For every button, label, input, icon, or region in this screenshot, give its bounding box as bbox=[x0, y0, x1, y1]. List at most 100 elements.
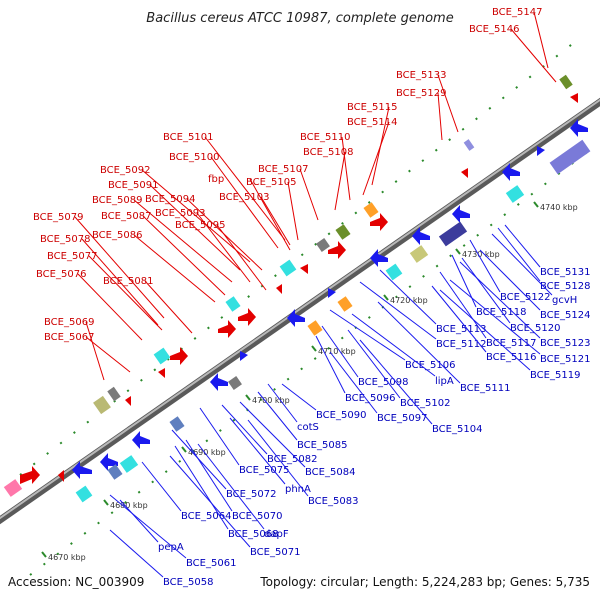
feature-block[interactable] bbox=[228, 376, 242, 390]
gene-label-bottom[interactable]: gcvH bbox=[552, 295, 577, 306]
feature-block[interactable] bbox=[93, 395, 111, 415]
gene-label-top[interactable]: BCE_5115 bbox=[347, 102, 397, 113]
gene-label-bottom[interactable]: BCE_5128 bbox=[540, 281, 590, 292]
forward-gene-arrow[interactable] bbox=[170, 347, 188, 365]
gene-label-bottom[interactable]: BCE_5123 bbox=[540, 338, 590, 349]
gene-label-top[interactable]: BCE_5133 bbox=[396, 70, 446, 81]
gene-label-bottom[interactable]: pepA bbox=[158, 542, 184, 553]
gene-label-top[interactable]: BCE_5129 bbox=[396, 88, 446, 99]
feature-block[interactable] bbox=[119, 455, 139, 473]
reverse-gene-arrow[interactable] bbox=[452, 205, 470, 223]
gene-label-bottom[interactable]: BCE_5064 bbox=[181, 511, 231, 522]
feature-block[interactable] bbox=[505, 185, 525, 203]
gene-label-bottom[interactable]: BCE_5122 bbox=[500, 292, 550, 303]
gene-label-bottom[interactable]: BCE_5124 bbox=[540, 310, 590, 321]
gene-label-bottom[interactable]: cotS bbox=[297, 422, 319, 433]
feature-block[interactable] bbox=[463, 139, 475, 151]
gene-label-bottom[interactable]: BCE_5104 bbox=[432, 424, 482, 435]
feature-block[interactable] bbox=[409, 245, 429, 263]
reverse-gene-arrow[interactable] bbox=[370, 249, 388, 267]
gene-label-bottom[interactable]: lipA bbox=[435, 376, 454, 387]
gene-label-bottom[interactable]: BCE_5082 bbox=[267, 454, 317, 465]
gene-label-bottom[interactable]: dapF bbox=[264, 529, 289, 540]
gene-label-bottom[interactable]: BCE_5098 bbox=[358, 377, 408, 388]
gene-label-top[interactable]: BCE_5089 bbox=[92, 195, 142, 206]
gene-label-top[interactable]: BCE_5091 bbox=[108, 180, 158, 191]
gene-label-top[interactable]: BCE_5079 bbox=[33, 212, 83, 223]
gene-label-top[interactable]: BCE_5114 bbox=[347, 117, 397, 128]
feature-block[interactable] bbox=[335, 224, 351, 240]
gene-label-bottom[interactable]: BCE_5072 bbox=[226, 489, 276, 500]
gene-label-bottom[interactable]: BCE_5121 bbox=[540, 354, 590, 365]
gene-label-top[interactable]: BCE_5110 bbox=[300, 132, 350, 143]
gene-label-bottom[interactable]: BCE_5058 bbox=[163, 577, 213, 588]
gene-label-top[interactable]: BCE_5108 bbox=[303, 147, 353, 158]
forward-gene-arrow[interactable] bbox=[276, 284, 282, 294]
gene-label-top[interactable]: BCE_5094 bbox=[145, 194, 195, 205]
feature-block[interactable] bbox=[385, 263, 403, 281]
gene-label-bottom[interactable]: BCE_5070 bbox=[232, 511, 282, 522]
feature-block[interactable] bbox=[337, 296, 353, 312]
reverse-gene-arrow[interactable] bbox=[537, 146, 545, 156]
gene-label-top[interactable]: BCE_5107 bbox=[258, 164, 308, 175]
gene-label-bottom[interactable]: BCE_5061 bbox=[186, 558, 236, 569]
forward-gene-arrow[interactable] bbox=[328, 241, 346, 259]
forward-gene-arrow[interactable] bbox=[300, 264, 308, 274]
feature-block[interactable] bbox=[107, 386, 121, 402]
gene-label-top[interactable]: BCE_5101 bbox=[163, 132, 213, 143]
forward-gene-arrow[interactable] bbox=[238, 308, 256, 326]
gene-label-bottom[interactable]: BCE_5112 bbox=[436, 339, 486, 350]
reverse-gene-arrow[interactable] bbox=[132, 431, 150, 449]
gene-label-bottom[interactable]: BCE_5090 bbox=[316, 410, 366, 421]
feature-block[interactable] bbox=[549, 139, 591, 175]
reverse-gene-arrow[interactable] bbox=[72, 461, 92, 479]
gene-label-top[interactable]: BCE_5103 bbox=[219, 192, 269, 203]
forward-gene-arrow[interactable] bbox=[20, 466, 40, 484]
forward-gene-arrow[interactable] bbox=[125, 396, 131, 406]
reverse-gene-arrow[interactable] bbox=[210, 373, 228, 391]
feature-block[interactable] bbox=[316, 238, 330, 252]
feature-block[interactable] bbox=[3, 479, 23, 497]
forward-gene-arrow[interactable] bbox=[570, 93, 578, 103]
reverse-gene-arrow[interactable] bbox=[328, 288, 336, 298]
gene-label-bottom[interactable]: BCE_5116 bbox=[486, 352, 536, 363]
gene-label-top[interactable]: BCE_5087 bbox=[101, 211, 151, 222]
reverse-gene-arrow[interactable] bbox=[570, 119, 588, 137]
gene-label-bottom[interactable]: BCE_5102 bbox=[400, 398, 450, 409]
gene-label-bottom[interactable]: BCE_5071 bbox=[250, 547, 300, 558]
gene-label-bottom[interactable]: BCE_5085 bbox=[297, 440, 347, 451]
forward-gene-arrow[interactable] bbox=[158, 368, 165, 378]
gene-label-top[interactable]: BCE_5078 bbox=[40, 234, 90, 245]
gene-label-top[interactable]: BCE_5069 bbox=[44, 317, 94, 328]
gene-label-top[interactable]: BCE_5105 bbox=[246, 177, 296, 188]
gene-label-top[interactable]: fbp bbox=[208, 174, 224, 185]
feature-block[interactable] bbox=[307, 320, 323, 336]
gene-label-top[interactable]: BCE_5092 bbox=[100, 165, 150, 176]
feature-block[interactable] bbox=[438, 221, 468, 247]
gene-label-top[interactable]: BCE_5095 bbox=[175, 220, 225, 231]
forward-gene-arrow[interactable] bbox=[58, 470, 64, 482]
reverse-gene-arrow[interactable] bbox=[412, 227, 430, 245]
gene-label-bottom[interactable]: BCE_5097 bbox=[377, 413, 427, 424]
forward-gene-arrow[interactable] bbox=[370, 213, 388, 231]
feature-block[interactable] bbox=[153, 347, 171, 365]
gene-label-top[interactable]: BCE_5077 bbox=[47, 251, 97, 262]
gene-label-bottom[interactable]: BCE_5096 bbox=[345, 393, 395, 404]
feature-block[interactable] bbox=[169, 416, 185, 432]
reverse-gene-arrow[interactable] bbox=[240, 351, 248, 361]
gene-label-top[interactable]: BCE_5086 bbox=[92, 230, 142, 241]
gene-label-top[interactable]: BCE_5093 bbox=[155, 208, 205, 219]
gene-label-bottom[interactable]: BCE_5119 bbox=[530, 370, 580, 381]
gene-label-top[interactable]: BCE_5147 bbox=[492, 7, 542, 18]
reverse-gene-arrow[interactable] bbox=[502, 163, 520, 181]
feature-block[interactable] bbox=[225, 296, 241, 312]
gene-label-bottom[interactable]: BCE_5084 bbox=[305, 467, 355, 478]
gene-label-bottom[interactable]: BCE_5117 bbox=[486, 338, 536, 349]
reverse-gene-arrow[interactable] bbox=[287, 309, 305, 327]
gene-label-bottom[interactable]: phnA bbox=[285, 484, 311, 495]
forward-gene-arrow[interactable] bbox=[461, 168, 468, 178]
gene-label-top[interactable]: BCE_5076 bbox=[36, 269, 86, 280]
feature-block[interactable] bbox=[279, 259, 297, 277]
gene-label-bottom[interactable]: BCE_5131 bbox=[540, 267, 590, 278]
gene-label-bottom[interactable]: BCE_5068 bbox=[228, 529, 278, 540]
